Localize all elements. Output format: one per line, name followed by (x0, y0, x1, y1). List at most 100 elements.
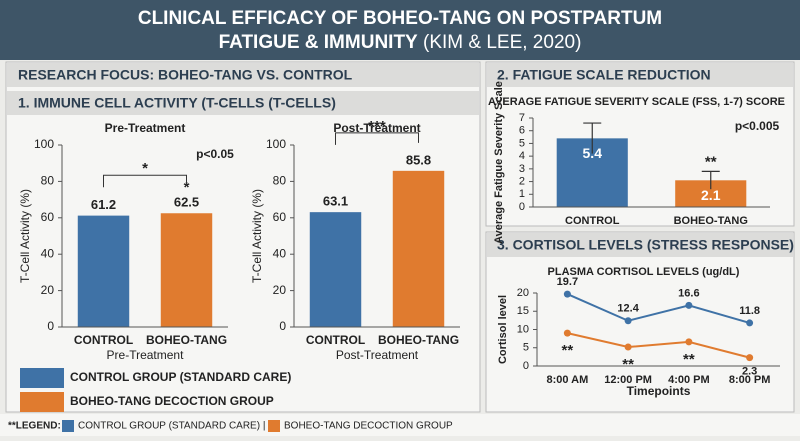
x-tick-label: CONTROL (74, 333, 133, 347)
y-tick-label: 15 (517, 305, 529, 317)
bar (309, 212, 362, 327)
point (685, 301, 693, 309)
footer-legend-title: **LEGEND: (8, 421, 61, 432)
y-tick-label: 80 (41, 174, 55, 188)
value-label: 61.2 (91, 197, 116, 212)
y-tick-label: 3 (519, 163, 525, 175)
section-bar (487, 63, 793, 87)
title: CLINICAL EFFICACY OF BOHEO-TANG ON POSTP… (138, 8, 662, 29)
value-label: 16.6 (678, 287, 699, 299)
section-bar (487, 233, 793, 257)
focus-bar (7, 63, 479, 87)
research-focus: RESEARCH FOCUS: BOHEO-TANG VS. CONTROL (18, 67, 353, 83)
legend-label: CONTROL GROUP (STANDARD CARE) | (78, 421, 265, 432)
significance: ** (562, 342, 574, 359)
y-tick-label: 20 (273, 283, 287, 297)
y-tick-label: 7 (519, 112, 525, 124)
y-tick-label: 100 (266, 137, 286, 151)
value-label: 19.7 (557, 276, 578, 288)
title: FATIGUE & IMMUNITY (KIM & LEE, 2020) (219, 32, 582, 53)
bracket (335, 132, 419, 145)
y-tick-label: 0 (523, 360, 529, 372)
x-tick-label: CONTROL (565, 215, 620, 227)
y-tick-label: 80 (273, 174, 287, 188)
y-axis-label: Average Fatigue Severity Scale (493, 81, 505, 244)
significance: ** (683, 351, 695, 368)
point (746, 319, 754, 327)
y-tick-label: 20 (41, 283, 55, 297)
value-label: 2.3 (742, 366, 757, 378)
x-axis-label: Post-Treatment (336, 348, 419, 362)
title: FATIGUE & IMMUNITY (219, 32, 418, 53)
x-tick-label: CONTROL (306, 333, 365, 347)
value-label: 11.8 (739, 305, 760, 317)
chart-title: PLASMA CORTISOL LEVELS (ug/dL) (548, 266, 740, 278)
y-tick-label: 10 (517, 323, 529, 335)
value-label: 2.1 (701, 187, 721, 203)
point (685, 338, 693, 346)
section-title: 3. CORTISOL LEVELS (STRESS RESPONSE) (497, 237, 794, 253)
value-label: 12.4 (617, 303, 639, 315)
y-tick-label: 60 (273, 210, 287, 224)
legend-swatch (20, 392, 64, 412)
y-tick-label: 60 (41, 210, 55, 224)
point (563, 290, 571, 298)
value-label: 85.8 (406, 152, 431, 167)
legend-swatch (268, 420, 280, 432)
section-title: 2. FATIGUE SCALE REDUCTION (497, 67, 711, 83)
point (563, 329, 571, 337)
section-title: 1. IMMUNE CELL ACTIVITY (T-CELLS (T-CELL… (18, 95, 336, 111)
y-axis-label: T-Cell Activity (%) (250, 189, 264, 283)
y-tick-label: 0 (279, 319, 286, 333)
legend-label: CONTROL GROUP (STANDARD CARE) (70, 370, 291, 384)
significance: * (184, 179, 190, 196)
y-tick-label: 100 (34, 137, 54, 151)
point (624, 343, 632, 351)
bar (160, 213, 213, 327)
header-band (0, 0, 800, 60)
citation: (KIM & LEE, 2020) (423, 32, 581, 53)
x-tick-label: 12:00 PM (604, 374, 652, 386)
y-tick-label: 5 (523, 342, 529, 354)
bracket-label: *** (368, 118, 386, 135)
chart-title: Post-Treatment (333, 121, 420, 135)
section-bar (7, 91, 479, 115)
value-label: 5.4 (583, 145, 603, 161)
bar (77, 215, 130, 327)
y-tick-label: 40 (273, 246, 287, 260)
y-tick-label: 0 (47, 319, 54, 333)
y-tick-label: 6 (519, 125, 525, 137)
y-tick-label: 2 (519, 175, 525, 187)
x-tick-label: BOHEO-TANG (674, 215, 748, 227)
chart-title: Pre-Treatment (105, 121, 186, 135)
bracket-label: * (142, 160, 148, 177)
point (746, 354, 754, 362)
y-tick-label: 40 (41, 246, 55, 260)
series-line (567, 332, 750, 359)
legend-swatch (20, 368, 64, 388)
legend-label: BOHEO-TANG DECOCTION GROUP (70, 394, 274, 408)
bar (392, 170, 445, 327)
x-axis-label: Pre-Treatment (107, 348, 185, 362)
chart-title: AVERAGE FATIGUE SEVERITY SCALE (FSS, 1-7… (488, 96, 785, 108)
y-tick-label: 1 (519, 188, 525, 200)
x-tick-label: BOHEO-TANG (378, 333, 459, 347)
x-tick-label: BOHEO-TANG (146, 333, 227, 347)
bracket (103, 174, 187, 188)
x-tick-label: 8:00 PM (729, 374, 771, 386)
annotation: p<0.05 (196, 147, 234, 161)
point (624, 317, 632, 325)
x-tick-label: 8:00 AM (546, 374, 588, 386)
x-tick-label: 4:00 PM (668, 374, 710, 386)
y-tick-label: 4 (519, 150, 525, 162)
y-axis-label: T-Cell Activity (%) (18, 189, 32, 283)
series-line (566, 293, 750, 324)
legend-swatch (62, 420, 74, 432)
annotation: p<0.005 (735, 119, 780, 133)
y-tick-label: 20 (517, 287, 529, 299)
legend-label: BOHEO-TANG DECOCTION GROUP (284, 421, 453, 432)
value-label: 62.5 (174, 195, 199, 210)
significance: ** (705, 153, 717, 170)
